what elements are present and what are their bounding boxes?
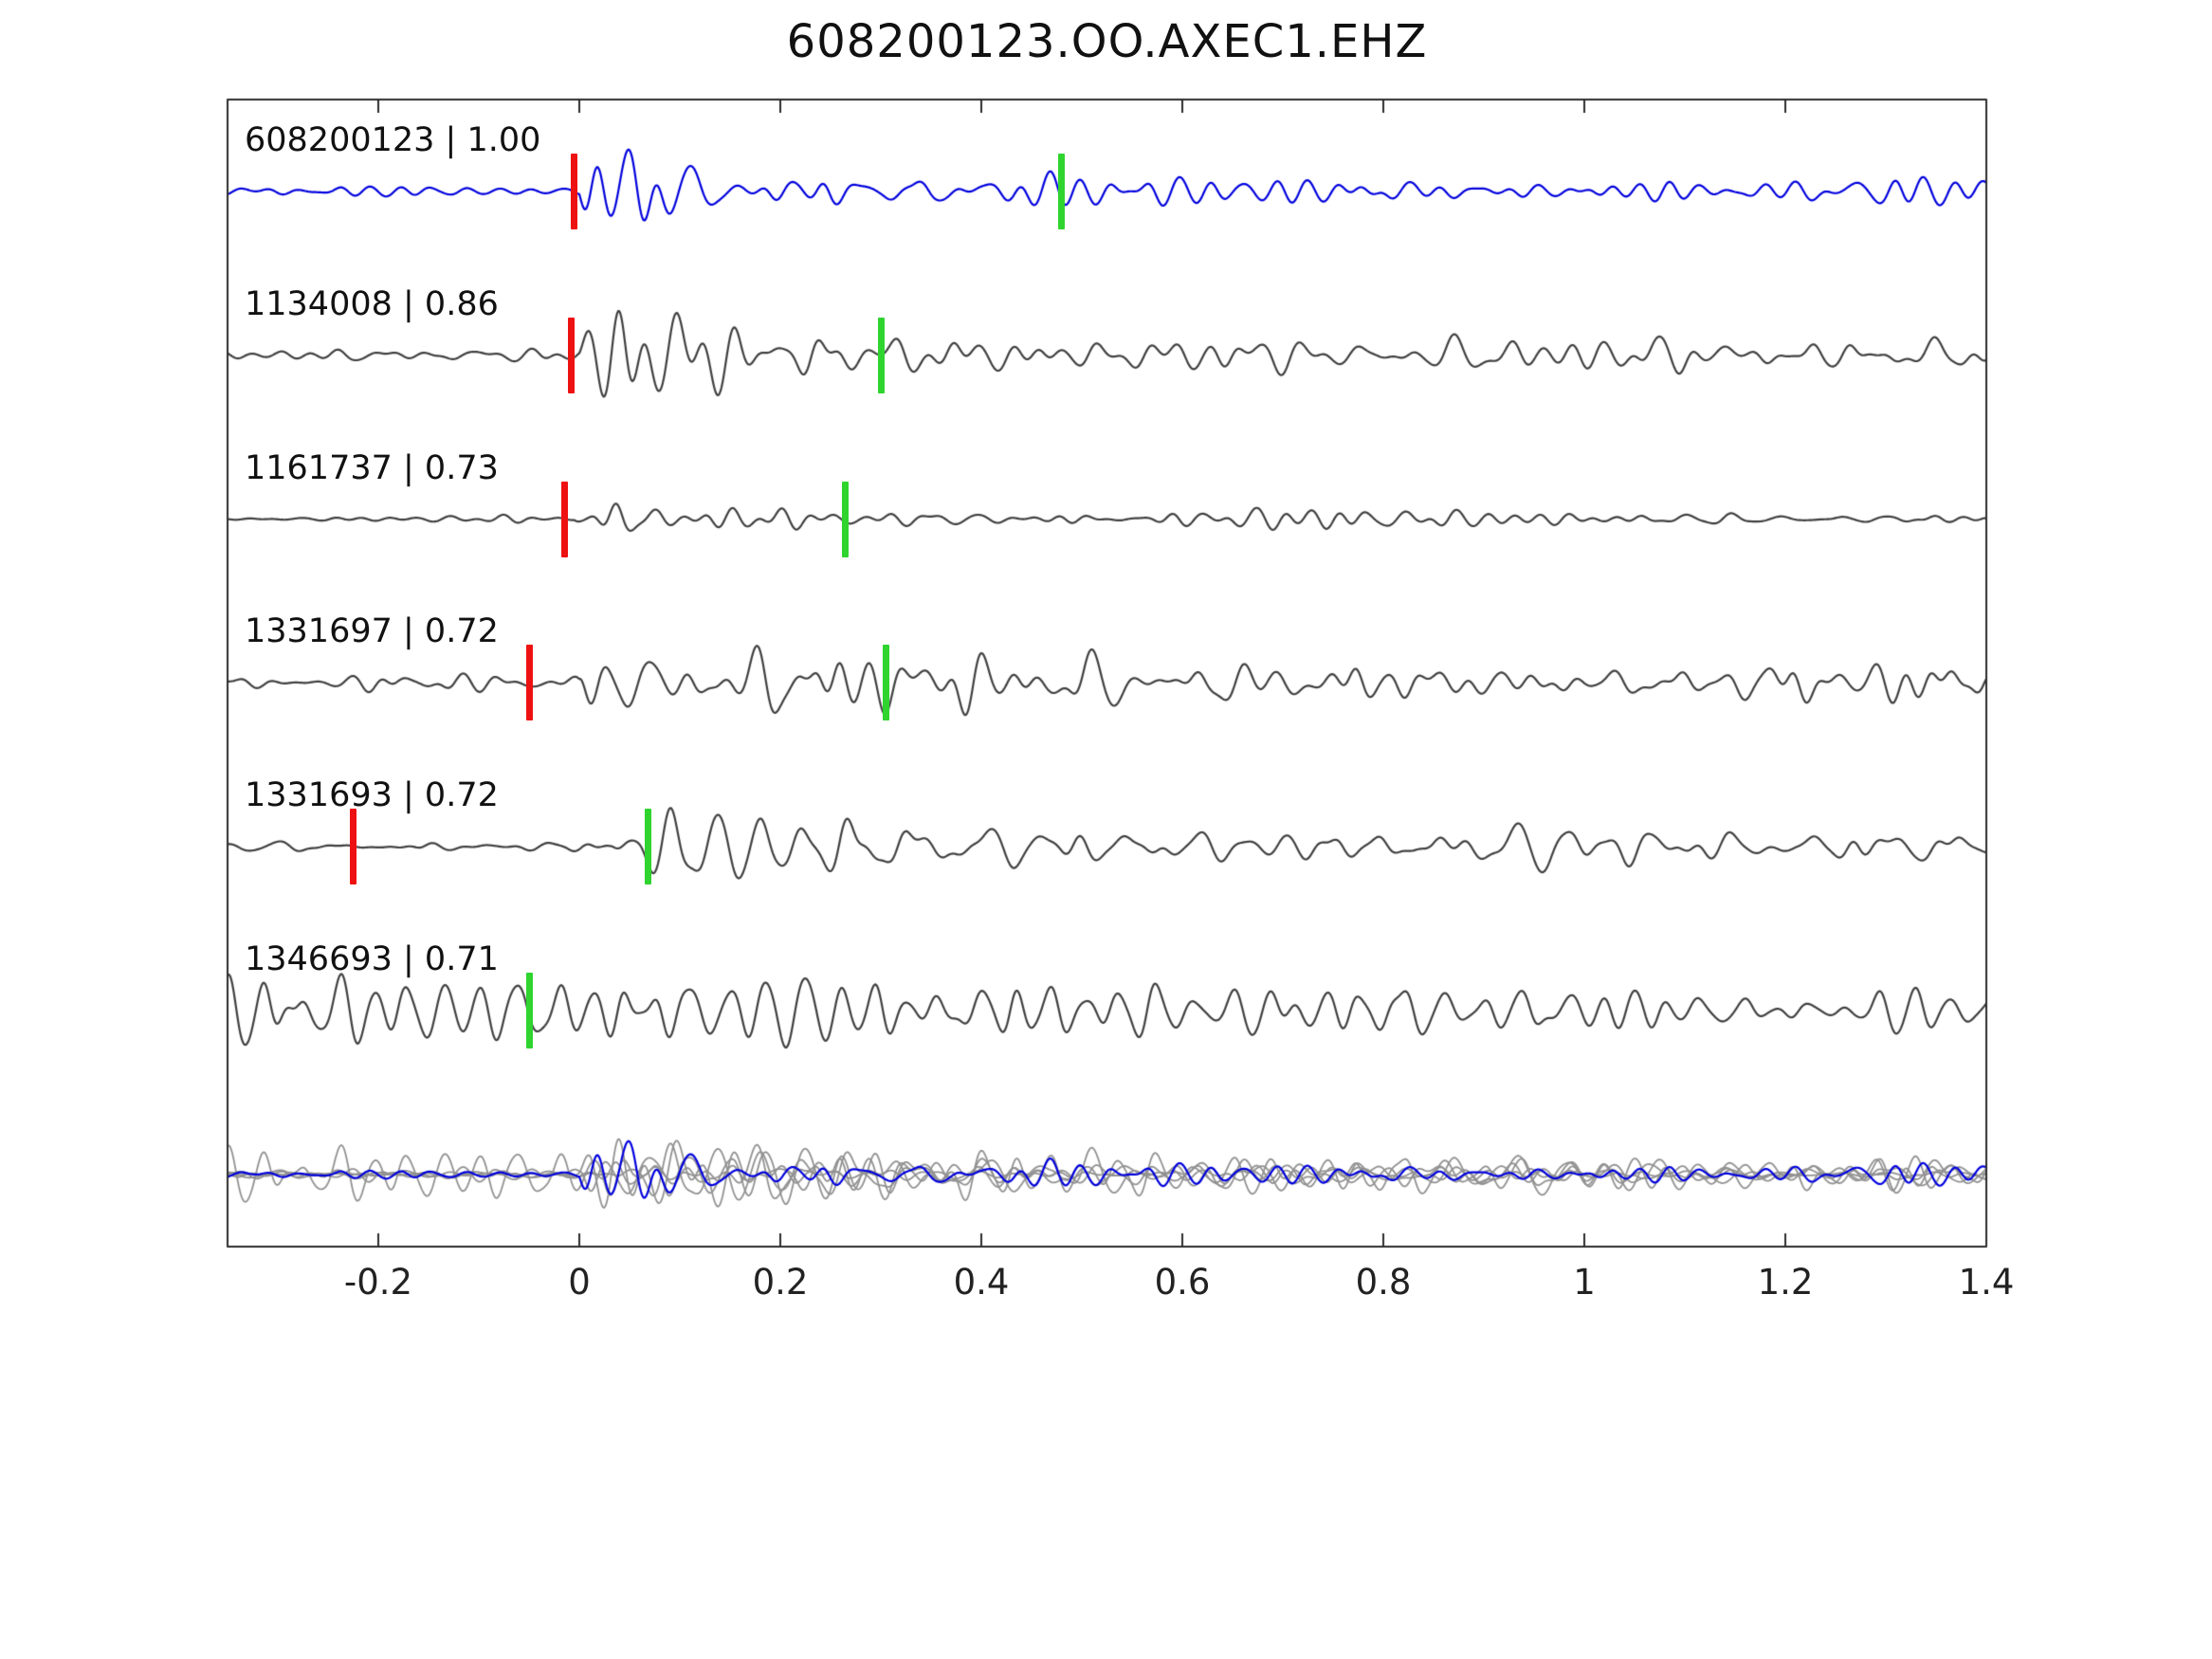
green-pick-marker [877,317,885,393]
x-tick-label: 1.4 [1958,1262,2015,1303]
green-pick-marker [842,481,850,557]
trace-label: 1331697 | 0.72 [245,612,499,651]
red-pick-marker [568,317,576,393]
x-tick-label: 1 [1573,1262,1596,1303]
green-pick-marker [882,645,889,721]
red-pick-marker [350,809,356,885]
red-pick-marker [560,481,568,557]
trace-label: 1161737 | 0.73 [245,448,499,487]
x-tick-label: -0.2 [343,1262,413,1303]
red-pick-marker [525,645,533,721]
trace-label: 1331693 | 0.72 [245,776,499,815]
x-tick-label: 0.2 [752,1262,809,1303]
trace-label: 1134008 | 0.86 [245,284,499,323]
x-tick-label: 0.4 [953,1262,1010,1303]
green-pick-marker [525,973,533,1049]
x-tick-label: 0 [568,1262,591,1303]
x-tick-label: 0.8 [1355,1262,1412,1303]
red-pick-marker [571,153,578,229]
x-tick-label: 1.2 [1757,1262,1814,1303]
trace-label: 1346693 | 0.71 [245,940,499,979]
green-pick-marker [644,809,651,885]
green-pick-marker [1058,153,1066,229]
x-tick-label: 0.6 [1154,1262,1211,1303]
trace-label: 608200123 | 1.00 [245,120,541,159]
